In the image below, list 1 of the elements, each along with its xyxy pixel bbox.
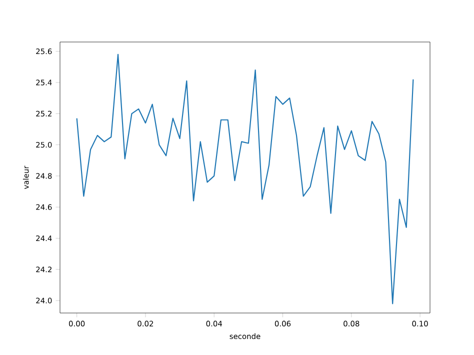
line-series [76,54,414,304]
